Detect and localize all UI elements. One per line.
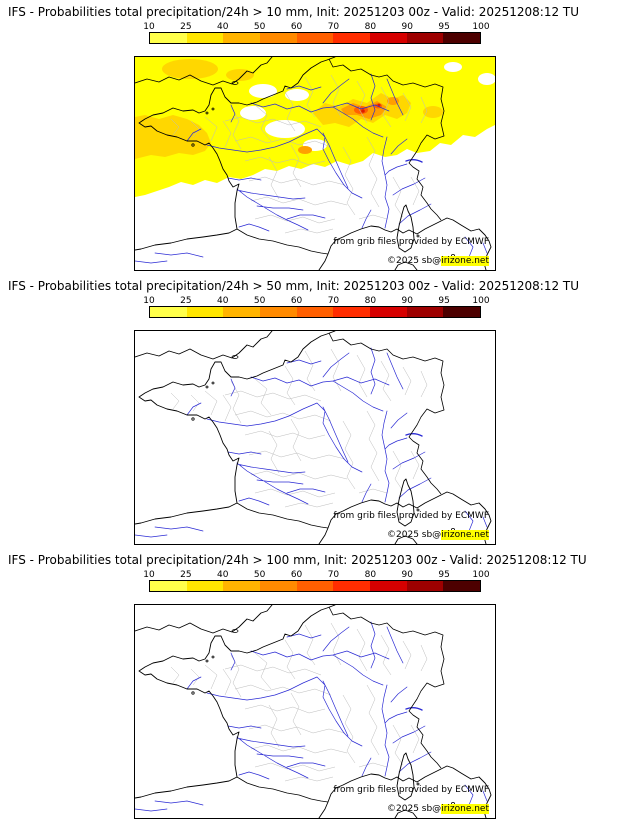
colorbar-segment <box>223 581 261 591</box>
colorbar-segment <box>333 581 371 591</box>
tick-label: 100 <box>472 296 490 306</box>
colorbar-segment <box>333 33 371 43</box>
colorbar-segment <box>370 307 407 317</box>
panel-title: IFS - Probabilities total precipitation/… <box>8 553 587 567</box>
tick-label: 50 <box>253 570 266 580</box>
tick-label: 70 <box>327 570 340 580</box>
attribution: from grib files provided by ECMWF ©2025 … <box>333 785 489 814</box>
colorbar-segment <box>150 581 187 591</box>
panel-10mm: IFS - Probabilities total precipitation/… <box>0 4 630 271</box>
colorbar-tick-labels: 10 25 40 50 60 70 80 90 95 100 <box>143 296 489 306</box>
tick-label: 25 <box>180 570 192 580</box>
colorbar-segment <box>406 33 444 43</box>
colorbar-segment <box>260 581 297 591</box>
copyright-text: ©2025 sb@ <box>387 804 442 814</box>
tick-label: 95 <box>438 22 450 32</box>
colorbar-tick-labels: 10 25 40 50 60 70 80 90 95 100 <box>143 22 489 32</box>
attribution-copyright: ©2025 sb@irizone.net <box>333 256 489 266</box>
tick-label: 10 <box>143 570 155 580</box>
tick-label: 10 <box>143 296 155 306</box>
colorbar-segment <box>443 33 481 43</box>
attribution-source: from grib files provided by ECMWF <box>333 785 489 795</box>
tick-label: 90 <box>401 570 413 580</box>
copyright-text: ©2025 sb@ <box>387 256 442 266</box>
colorbar-segment <box>150 33 187 43</box>
colorbar-segment <box>370 581 407 591</box>
tick-label: 70 <box>327 22 340 32</box>
colorbar-segment <box>186 307 224 317</box>
colorbar-segment <box>333 307 371 317</box>
tick-label: 60 <box>290 570 303 580</box>
colorbar-segment <box>223 33 261 43</box>
attribution-source: from grib files provided by ECMWF <box>333 237 489 247</box>
tick-label: 60 <box>290 296 303 306</box>
tick-label: 10 <box>143 22 155 32</box>
tick-label: 80 <box>364 570 377 580</box>
tick-label: 95 <box>438 296 450 306</box>
attribution: from grib files provided by ECMWF ©2025 … <box>333 237 489 266</box>
tick-label: 25 <box>180 22 192 32</box>
tick-label: 70 <box>327 296 340 306</box>
tick-label: 40 <box>217 296 229 306</box>
attribution: from grib files provided by ECMWF ©2025 … <box>333 511 489 540</box>
colorbar-segment <box>296 581 334 591</box>
colorbar-segment <box>186 33 224 43</box>
panel-100mm: IFS - Probabilities total precipitation/… <box>0 552 630 819</box>
colorbar-segment <box>150 307 187 317</box>
map-france-100mm: from grib files provided by ECMWF ©2025 … <box>134 604 496 819</box>
panel-title: IFS - Probabilities total precipitation/… <box>8 5 580 19</box>
colorbar-gradient <box>149 32 481 44</box>
map-france-10mm: from grib files provided by ECMWF ©2025 … <box>134 56 496 271</box>
colorbar-segment <box>406 307 444 317</box>
attribution-link[interactable]: irizone.net <box>441 804 489 814</box>
tick-label: 90 <box>401 296 413 306</box>
colorbar-segment <box>260 33 297 43</box>
copyright-text: ©2025 sb@ <box>387 530 442 540</box>
colorbar-segment <box>443 581 481 591</box>
colorbar-segment <box>296 307 334 317</box>
tick-label: 100 <box>472 570 490 580</box>
tick-label: 60 <box>290 22 303 32</box>
tick-label: 40 <box>217 570 229 580</box>
tick-label: 50 <box>253 22 266 32</box>
tick-label: 80 <box>364 22 377 32</box>
attribution-copyright: ©2025 sb@irizone.net <box>333 530 489 540</box>
colorbar-segment <box>370 33 407 43</box>
attribution-copyright: ©2025 sb@irizone.net <box>333 804 489 814</box>
attribution-source: from grib files provided by ECMWF <box>333 511 489 521</box>
tick-label: 40 <box>217 22 229 32</box>
probability-colorbar: 10 25 40 50 60 70 80 90 95 100 <box>143 570 490 592</box>
colorbar-tick-labels: 10 25 40 50 60 70 80 90 95 100 <box>143 570 489 580</box>
colorbar-segment <box>443 307 481 317</box>
colorbar-segment <box>186 581 224 591</box>
map-france-50mm: from grib files provided by ECMWF ©2025 … <box>134 330 496 545</box>
colorbar-gradient <box>149 306 481 318</box>
attribution-link[interactable]: irizone.net <box>441 256 489 266</box>
tick-label: 90 <box>401 22 413 32</box>
tick-label: 50 <box>253 296 266 306</box>
tick-label: 95 <box>438 570 450 580</box>
tick-label: 80 <box>364 296 377 306</box>
colorbar-segment <box>223 307 261 317</box>
tick-label: 100 <box>472 22 490 32</box>
panel-50mm: IFS - Probabilities total precipitation/… <box>0 278 630 545</box>
panel-title: IFS - Probabilities total precipitation/… <box>8 279 580 293</box>
attribution-link[interactable]: irizone.net <box>441 530 489 540</box>
probability-colorbar: 10 25 40 50 60 70 80 90 95 100 <box>143 22 490 44</box>
colorbar-gradient <box>149 580 481 592</box>
colorbar-segment <box>260 307 297 317</box>
colorbar-segment <box>406 581 444 591</box>
tick-label: 25 <box>180 296 192 306</box>
probability-colorbar: 10 25 40 50 60 70 80 90 95 100 <box>143 296 490 318</box>
colorbar-segment <box>296 33 334 43</box>
